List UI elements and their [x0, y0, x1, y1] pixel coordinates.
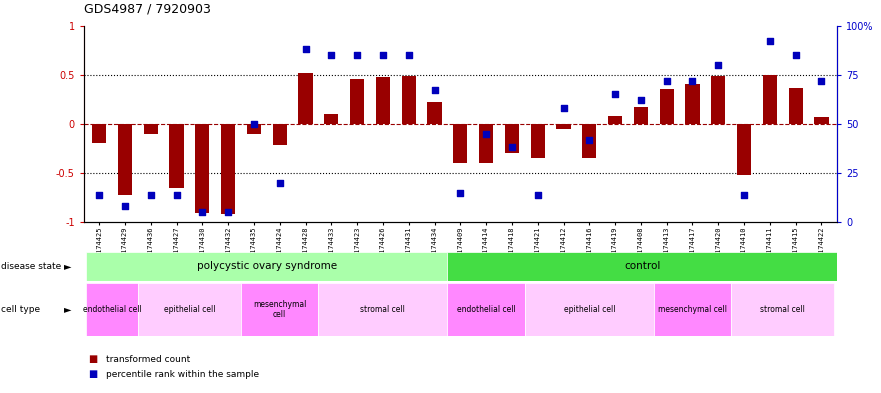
Bar: [453, 124, 468, 163]
Point: [93, 191, 107, 198]
Bar: [505, 124, 519, 153]
Bar: [93, 124, 107, 143]
Point: [453, 189, 467, 196]
Point: [505, 144, 519, 151]
Bar: [479, 124, 493, 163]
Text: GDS4987 / 7920903: GDS4987 / 7920903: [84, 3, 211, 16]
Point: [221, 209, 235, 215]
Bar: [557, 124, 571, 129]
Point: [788, 52, 803, 58]
Text: stromal cell: stromal cell: [360, 305, 405, 314]
Point: [479, 130, 493, 137]
Point: [557, 105, 571, 111]
Bar: [525, 283, 654, 336]
Text: polycystic ovary syndrome: polycystic ovary syndrome: [196, 261, 337, 271]
Point: [299, 46, 313, 52]
Point: [685, 77, 700, 84]
Text: epithelial cell: epithelial cell: [564, 305, 615, 314]
Bar: [169, 124, 183, 187]
Text: epithelial cell: epithelial cell: [164, 305, 215, 314]
Point: [737, 191, 751, 198]
Bar: [350, 79, 364, 124]
Point: [324, 52, 338, 58]
Bar: [241, 283, 318, 336]
Point: [427, 87, 441, 94]
Point: [763, 38, 777, 44]
Bar: [299, 73, 313, 124]
Bar: [221, 124, 235, 214]
Bar: [137, 283, 241, 336]
Bar: [685, 84, 700, 124]
Point: [530, 191, 544, 198]
Text: ►: ►: [64, 261, 72, 271]
Point: [711, 62, 725, 68]
Bar: [582, 124, 596, 158]
Text: control: control: [624, 261, 661, 271]
Bar: [660, 89, 674, 124]
Bar: [448, 252, 837, 281]
Point: [608, 91, 622, 97]
Bar: [737, 124, 751, 175]
Bar: [654, 283, 731, 336]
Bar: [324, 114, 338, 124]
Point: [247, 121, 261, 127]
Bar: [318, 283, 448, 336]
Point: [633, 97, 648, 103]
Bar: [763, 75, 777, 124]
Bar: [711, 75, 725, 124]
Text: transformed count: transformed count: [106, 355, 190, 364]
Text: ■: ■: [88, 354, 97, 364]
Text: endothelial cell: endothelial cell: [456, 305, 515, 314]
Bar: [814, 117, 828, 124]
Point: [144, 191, 158, 198]
Point: [582, 136, 596, 143]
Bar: [788, 88, 803, 124]
Text: disease state: disease state: [1, 262, 61, 271]
Bar: [402, 75, 416, 124]
Text: endothelial cell: endothelial cell: [83, 305, 142, 314]
Bar: [530, 124, 544, 158]
Bar: [633, 107, 648, 124]
Point: [660, 77, 674, 84]
Point: [350, 52, 364, 58]
Point: [273, 180, 287, 186]
Text: mesenchymal
cell: mesenchymal cell: [253, 300, 307, 319]
Point: [169, 191, 183, 198]
Point: [196, 209, 210, 215]
Text: percentile rank within the sample: percentile rank within the sample: [106, 370, 259, 379]
Point: [402, 52, 416, 58]
Bar: [86, 252, 448, 281]
Bar: [448, 283, 525, 336]
Bar: [731, 283, 834, 336]
Bar: [86, 283, 137, 336]
Bar: [376, 77, 390, 124]
Point: [118, 203, 132, 209]
Text: cell type: cell type: [1, 305, 40, 314]
Text: ■: ■: [88, 369, 97, 379]
Bar: [196, 124, 210, 213]
Bar: [118, 124, 132, 195]
Bar: [608, 116, 622, 124]
Bar: [272, 124, 287, 145]
Text: stromal cell: stromal cell: [760, 305, 805, 314]
Point: [814, 77, 828, 84]
Point: [376, 52, 390, 58]
Bar: [247, 124, 261, 134]
Text: ►: ►: [64, 305, 72, 314]
Text: mesenchymal cell: mesenchymal cell: [658, 305, 727, 314]
Bar: [144, 124, 158, 134]
Bar: [427, 102, 441, 124]
